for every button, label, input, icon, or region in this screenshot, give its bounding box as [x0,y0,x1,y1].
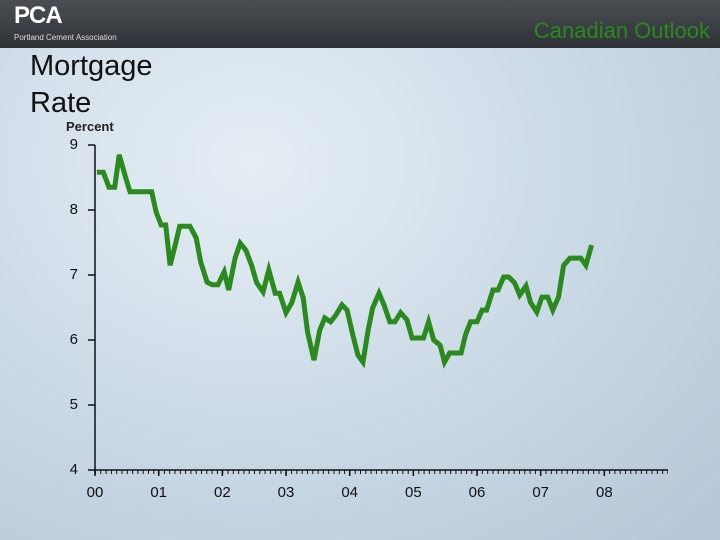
x-tick-label: 01 [150,484,167,501]
org-name: Portland Cement Association [14,33,117,42]
x-tick-label: 05 [405,484,422,501]
data-line [96,154,595,369]
chart-title: Mortgage Rate [30,50,153,119]
y-tick-label: 4 [70,461,78,478]
y-axis-label: Percent [66,119,114,134]
x-tick-label: 06 [469,484,486,501]
x-tick-label: 07 [532,484,549,501]
x-tick-label: 02 [214,484,231,501]
x-tick-label: 00 [87,484,104,501]
y-tick-label: 8 [70,201,78,218]
y-tick-label: 6 [70,331,78,348]
logo: PCA [14,2,63,29]
y-tick-label: 9 [70,136,78,153]
header-title: Canadian Outlook [533,18,710,43]
x-tick-label: 04 [341,484,358,501]
x-tick-label: 03 [278,484,295,501]
x-tick-label: 08 [596,484,613,501]
y-tick-label: 7 [70,266,78,283]
y-tick-label: 5 [70,396,78,413]
header-bar [0,0,720,48]
